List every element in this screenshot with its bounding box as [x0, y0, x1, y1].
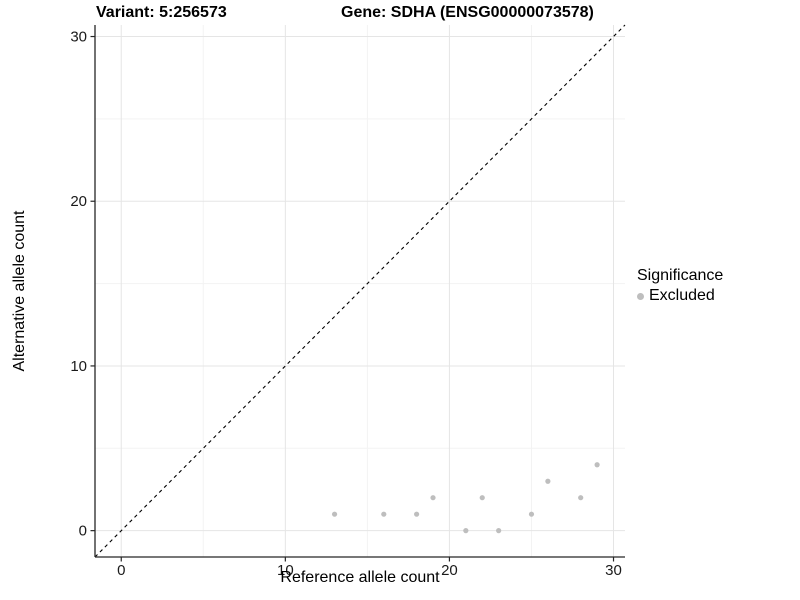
data-point	[594, 462, 600, 468]
y-tick-label: 20	[70, 193, 87, 210]
data-point	[430, 495, 436, 501]
x-tick-label: 20	[441, 562, 458, 579]
x-axis-title: Reference allele count	[280, 569, 440, 586]
data-point	[578, 495, 584, 501]
legend-item-label: Excluded	[649, 287, 715, 304]
x-tick-label: 30	[605, 562, 622, 579]
data-point	[331, 511, 338, 517]
legend-item-excluded: Excluded	[637, 287, 723, 305]
x-tick-label: 0	[117, 562, 125, 579]
y-tick-label: 30	[70, 29, 87, 46]
legend-title: Significance	[637, 267, 724, 284]
excluded-point-icon	[637, 292, 644, 300]
y-tick-label: 10	[70, 358, 87, 375]
y-axis-title: Alternative allele count	[11, 210, 28, 372]
identity-line	[94, 24, 626, 558]
gene-title: Gene: SDHA (ENSG00000073578)	[341, 4, 594, 21]
data-point	[381, 511, 387, 517]
legend: Significance Excluded	[637, 267, 723, 305]
variant-title: Variant: 5:256573	[96, 4, 227, 21]
data-point	[414, 511, 420, 517]
data-point	[479, 495, 485, 501]
x-tick-label: 10	[277, 562, 294, 579]
data-point	[528, 511, 535, 517]
data-point	[545, 478, 551, 484]
data-point	[463, 528, 469, 534]
y-tick-label: 0	[79, 523, 87, 540]
data-point	[496, 528, 502, 534]
